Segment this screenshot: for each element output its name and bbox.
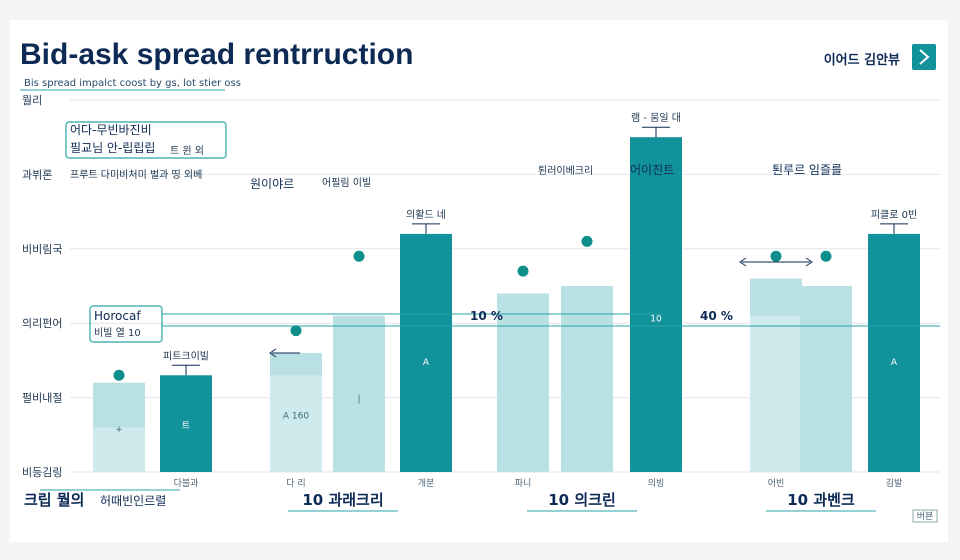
group-label: 10 의크린 [548, 491, 616, 509]
chart-subtitle: Bis spread impalct coost by gs, lot stie… [24, 78, 241, 89]
percent-label: 10 % [470, 309, 503, 323]
annotation-text: 어필림 이빌 [322, 177, 371, 189]
x-category-label: 다 리 [286, 478, 305, 489]
bar-inner-label: | [357, 395, 360, 405]
bar [800, 286, 852, 472]
bar [868, 233, 920, 472]
annotation-text: 어이진트 [630, 163, 674, 177]
y-tick-label: 과뷔론 [22, 168, 52, 181]
annotation-text: 퇸루르 임즐를 [772, 163, 842, 177]
bar [400, 233, 452, 472]
data-point [820, 250, 832, 262]
annotation-text: 프루트 다미비처미 벌과 띵 외베 [70, 169, 202, 181]
bar-top-label: 램 - 뭄일 대 [631, 112, 681, 124]
arrow-left-icon [739, 257, 747, 267]
annotation-text: 필교님 안-립립립 [70, 141, 155, 155]
arrow-right-icon [805, 257, 813, 267]
data-point [581, 235, 593, 247]
chart-title: Bid-ask spread rentrruction [20, 38, 413, 71]
x-category-label: 파니 [515, 478, 532, 489]
legend-label: 허때빈인르렬 [100, 494, 166, 508]
legend-label: 크립 뭘의 [24, 491, 84, 509]
bar-top-label: 피트크이빌 [163, 350, 209, 362]
chevron-right-icon[interactable] [919, 49, 930, 65]
arrow-left-icon [269, 348, 277, 358]
x-category-label: 어빈 [768, 478, 785, 489]
action-button-box[interactable] [912, 44, 936, 70]
y-ticks: 비등김링 펄비내절 의리펀어 비비림국 과뷔론 뭘리 [22, 94, 62, 479]
annotation-box [89, 305, 163, 343]
footer-badge [912, 509, 938, 523]
bar [160, 375, 212, 472]
bar-inner-label: A [891, 358, 898, 368]
bar-inner-label: 트 [182, 421, 190, 431]
bar-top-label: 피클로 0빈 [871, 209, 917, 221]
group-label: 10 과래크리 [302, 491, 383, 509]
y-tick-label: 펄비내절 [22, 392, 62, 405]
bid-ask-chart: Bid-ask spread rentrruction Bis spread i… [20, 38, 940, 523]
annotation-text: 트 윈 외 [170, 145, 204, 157]
annotation-text: 어다-무빈바진비 [70, 123, 152, 137]
bar-inner-label: A 160 [283, 411, 309, 421]
y-tick-label: 비비림국 [22, 243, 62, 256]
annotation-text: 원이야르 [250, 177, 294, 191]
annotation-text: Horocaf [94, 309, 141, 323]
action-label[interactable]: 이어드 김안뷰 [824, 52, 900, 68]
y-tick-label: 뭘리 [22, 94, 42, 107]
bar-top-label: 의활드 네 [406, 208, 446, 221]
annotation-text: 비빌 열 10 [94, 327, 141, 339]
x-category-label: 김발 [886, 477, 903, 489]
bar-inner-label: A [423, 358, 430, 368]
data-point [113, 369, 125, 381]
data-point [770, 250, 782, 262]
chart-panel: Bid-ask spread rentrruction Bis spread i… [10, 20, 948, 542]
bar-overlay [93, 427, 145, 472]
x-category-label: 개분 [418, 478, 435, 489]
bar [333, 315, 385, 472]
group-label: 10 과벤크 [787, 491, 855, 509]
dots [113, 235, 832, 381]
bar [561, 286, 613, 472]
footer-badge-text: 버뵨 [917, 511, 934, 522]
bar-overlay [270, 375, 322, 472]
data-point [290, 325, 302, 337]
bar-inner-label: + [115, 425, 123, 435]
percent-label: 40 % [700, 309, 733, 323]
y-tick-label: 비등김링 [22, 466, 62, 479]
data-point [353, 250, 365, 262]
bar [630, 137, 682, 472]
x-category-label: 다블과 [174, 478, 199, 489]
x-category-label: 의빙 [648, 478, 665, 489]
bar [497, 293, 549, 472]
annotation-box [65, 121, 227, 159]
y-tick-label: 의리펀어 [22, 317, 62, 330]
bar-overlay [750, 315, 802, 472]
header-action-button[interactable]: 이어드 김안뷰 [824, 44, 936, 70]
data-point [517, 265, 529, 277]
bar-inner-label: 10 [650, 314, 662, 324]
annotation-text: 퇸러이베크리 [538, 165, 593, 177]
